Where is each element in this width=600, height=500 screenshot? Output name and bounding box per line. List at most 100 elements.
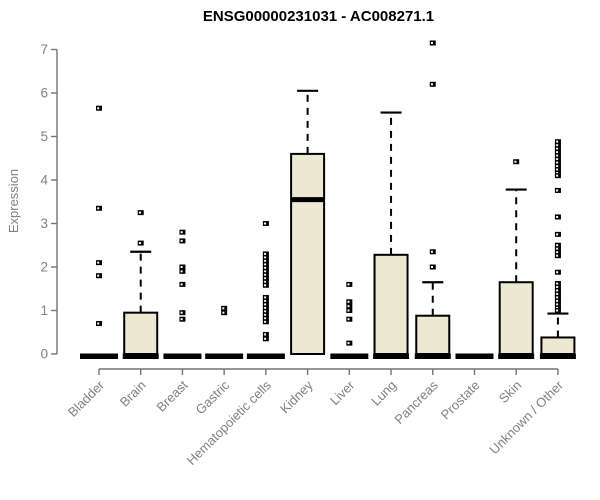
box-brain (123, 311, 159, 355)
y-tick-label-3: 3 (40, 216, 48, 231)
outlier-center-hematopoietic-cells (264, 270, 267, 273)
box-kidney (290, 152, 326, 355)
outlier-center-hematopoietic-cells (264, 310, 267, 313)
outlier-center-hematopoietic-cells (264, 259, 267, 262)
outlier-center-hematopoietic-cells (264, 277, 267, 280)
outlier-center-bladder (97, 274, 100, 277)
outlier-center-unknown-other (556, 147, 559, 150)
outlier-center-hematopoietic-cells (264, 284, 267, 287)
outlier-center-unknown-other (556, 299, 559, 302)
outlier-center-liver (347, 300, 350, 303)
median-lung (373, 353, 410, 359)
outlier-center-unknown-other (556, 306, 559, 309)
outlier-center-hematopoietic-cells (264, 299, 267, 302)
outlier-center-hematopoietic-cells (264, 296, 267, 299)
outlier-center-bladder (97, 207, 100, 210)
outlier-center-hematopoietic-cells (264, 252, 267, 255)
outlier-center-breast (180, 231, 183, 234)
collapsed-box-hematopoietic-cells (246, 353, 285, 359)
y-tick-label-7: 7 (40, 42, 48, 57)
collapsed-box-prostate (455, 353, 494, 359)
outlier-center-unknown-other (556, 309, 559, 312)
outlier-center-breast (180, 270, 183, 273)
y-tick-label-0: 0 (40, 347, 48, 362)
box-skin (498, 281, 534, 356)
collapsed-box-liver (330, 353, 369, 359)
x-tick-label-bladder: Bladder (65, 377, 108, 420)
outlier-center-unknown-other (556, 172, 559, 175)
median-skin (498, 353, 535, 359)
chart-title: ENSG00000231031 - AC008271.1 (202, 8, 435, 25)
outlier-center-bladder (97, 261, 100, 264)
outlier-center-hematopoietic-cells (264, 263, 267, 266)
outlier-center-hematopoietic-cells (264, 280, 267, 283)
x-tick-label-prostate: Prostate (438, 378, 483, 423)
outlier-center-hematopoietic-cells (264, 320, 267, 323)
outlier-center-breast (180, 311, 183, 314)
outlier-center-hematopoietic-cells (264, 333, 267, 336)
outlier-center-unknown-other (556, 140, 559, 143)
x-tick-label-unknown-other: Unknown / Other (486, 377, 566, 457)
collapsed-box-breast (163, 353, 202, 359)
median-brain (122, 353, 159, 359)
outlier-center-unknown-other (556, 233, 559, 236)
outlier-center-unknown-other (556, 247, 559, 250)
outlier-center-unknown-other (556, 303, 559, 306)
outlier-center-hematopoietic-cells (264, 256, 267, 259)
outlier-center-brain (138, 211, 141, 214)
outlier-center-breast (180, 266, 183, 268)
x-tick-label-liver: Liver (327, 377, 358, 408)
outlier-center-liver (347, 309, 350, 312)
outlier-center-unknown-other (556, 168, 559, 171)
outlier-center-unknown-other (556, 158, 559, 161)
collapsed-box-gastric (205, 353, 244, 359)
outlier-center-hematopoietic-cells (264, 317, 267, 320)
median-unknown-other (539, 353, 576, 359)
outlier-center-liver (347, 318, 350, 321)
outlier-center-unknown-other (556, 286, 559, 289)
y-tick-label-1: 1 (40, 303, 48, 318)
outlier-center-unknown-other (556, 174, 559, 177)
outlier-center-unknown-other (556, 271, 559, 274)
y-tick-label-4: 4 (40, 173, 48, 188)
y-tick-label-5: 5 (40, 129, 48, 144)
outlier-center-pancreas (430, 250, 433, 253)
box-lung (373, 253, 409, 356)
outlier-center-pancreas (430, 266, 433, 268)
outlier-center-unknown-other (556, 254, 559, 257)
outlier-center-hematopoietic-cells (264, 266, 267, 269)
outlier-center-hematopoietic-cells (264, 273, 267, 276)
outlier-center-unknown-other (556, 151, 559, 154)
outlier-center-unknown-other (556, 189, 559, 192)
x-tick-label-kidney: Kidney (277, 377, 316, 416)
outlier-center-gastric (222, 311, 225, 314)
outlier-center-liver (347, 342, 350, 345)
outlier-center-breast (180, 283, 183, 286)
outlier-center-unknown-other (556, 161, 559, 164)
median-pancreas (414, 353, 451, 359)
outlier-center-unknown-other (556, 251, 559, 254)
outlier-center-hematopoietic-cells (264, 337, 267, 340)
outlier-center-skin (514, 160, 517, 163)
x-tick-label-pancreas: Pancreas (391, 377, 441, 427)
x-tick-label-breast: Breast (153, 377, 190, 414)
collapsed-box-bladder (80, 353, 118, 359)
outlier-center-unknown-other (556, 292, 559, 295)
y-tick-label-2: 2 (40, 260, 48, 275)
outlier-center-hematopoietic-cells (264, 222, 267, 225)
x-tick-label-skin: Skin (496, 378, 524, 406)
x-tick-label-brain: Brain (117, 378, 149, 410)
outlier-center-hematopoietic-cells (264, 306, 267, 309)
outlier-center-unknown-other (556, 215, 559, 218)
outlier-center-unknown-other (556, 296, 559, 299)
outlier-center-unknown-other (556, 244, 559, 247)
outlier-center-liver (347, 283, 350, 286)
outlier-center-pancreas (430, 83, 433, 86)
outlier-center-pancreas (430, 41, 433, 44)
outlier-center-liver (347, 305, 350, 308)
outlier-center-gastric (222, 307, 225, 310)
outlier-center-brain (138, 242, 141, 245)
box-pancreas (415, 314, 451, 355)
